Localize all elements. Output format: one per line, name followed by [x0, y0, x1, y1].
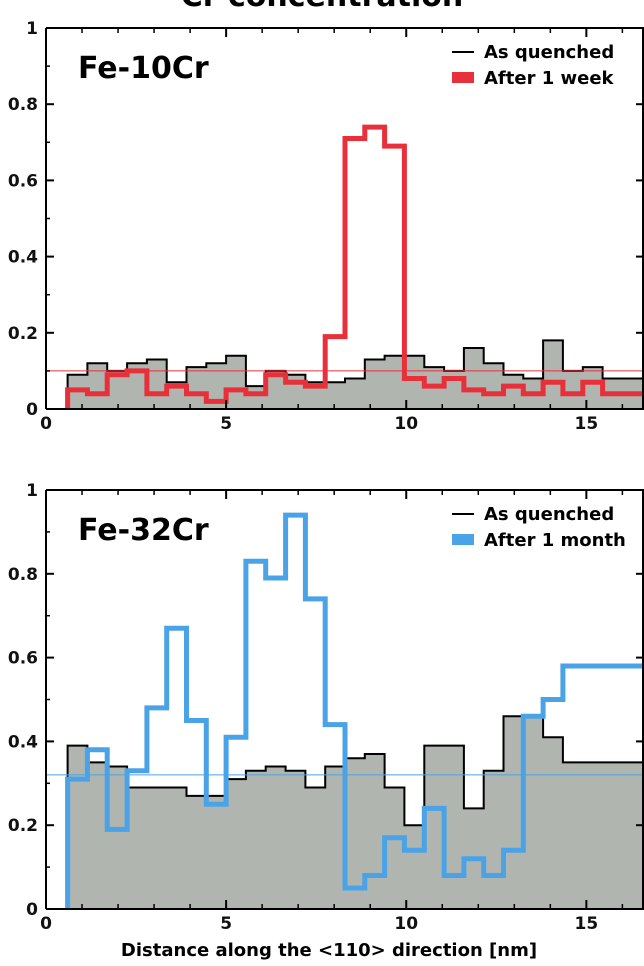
- y-tick-label: 0.2: [8, 324, 38, 344]
- y-tick-label: 0.4: [8, 732, 38, 752]
- y-tick-label: 0.6: [8, 649, 38, 669]
- x-tick-label: 0: [40, 914, 52, 934]
- legend-swatch: [452, 534, 474, 545]
- legend-swatch: [452, 72, 474, 83]
- y-tick-label: 0: [26, 900, 38, 920]
- series-line-1-1: [65, 512, 643, 909]
- x-tick-label: 10: [394, 914, 418, 934]
- y-tick-label: 0.6: [8, 171, 38, 191]
- x-tick-label: 10: [394, 414, 418, 434]
- series-line-0-1: [65, 124, 643, 409]
- x-tick-label: 5: [220, 914, 232, 934]
- legend-entry: As quenched: [484, 42, 614, 63]
- figure-title: Cr concentration: [181, 0, 463, 14]
- legend-entry: After 1 month: [484, 530, 626, 551]
- y-tick-label: 0.8: [8, 95, 38, 115]
- x-tick-label: 5: [220, 414, 232, 434]
- x-axis-label: Distance along the <110> direction [nm]: [121, 940, 537, 961]
- series-line-0-0: [66, 339, 643, 409]
- legend-entry: After 1 week: [484, 68, 615, 89]
- panel-label: Fe-32Cr: [78, 513, 209, 548]
- x-tick-label: 15: [575, 914, 599, 934]
- panel-label: Fe-10Cr: [78, 51, 209, 86]
- x-tick-label: 15: [575, 414, 599, 434]
- series-fill-1-0: [67, 716, 643, 909]
- legend-entry: As quenched: [484, 504, 614, 525]
- series-fill-0-0: [67, 340, 643, 409]
- y-tick-label: 0: [26, 400, 38, 420]
- y-tick-label: 0.8: [8, 565, 38, 585]
- x-tick-label: 0: [40, 414, 52, 434]
- y-tick-label: 1: [26, 19, 38, 39]
- y-tick-label: 1: [26, 481, 38, 501]
- y-tick-label: 0.2: [8, 816, 38, 836]
- y-tick-label: 0.4: [8, 248, 38, 268]
